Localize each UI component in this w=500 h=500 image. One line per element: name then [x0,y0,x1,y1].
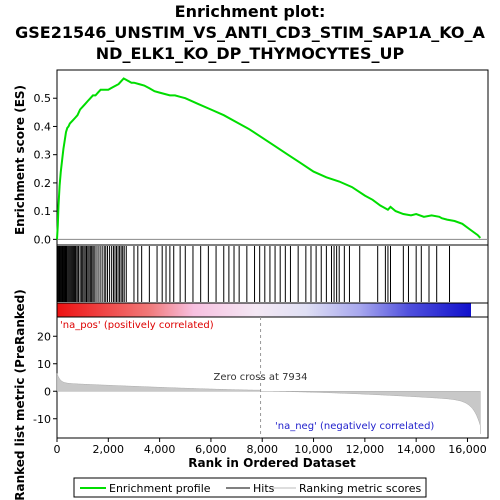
chart-title-line1: Enrichment plot: [175,2,326,21]
metric-y-tick-label: -10 [33,413,51,426]
metric-y-tick-label: 10 [37,358,51,371]
legend-metric-label: Ranking metric scores [299,482,421,495]
es-y-tick-label: 0.1 [34,205,52,218]
rank-color-bar [57,303,471,317]
x-tick-label: 12,000 [346,443,385,456]
metric-y-tick-label: 20 [37,330,51,343]
metric-y-axis-label: Ranked list metric (PreRanked) [13,289,27,500]
x-tick-label: 14,000 [397,443,436,456]
es-y-tick-label: 0.2 [34,177,52,190]
x-ticks: 0 2,000 4,000 6,000 8,000 10,000 12,000 14,000 1… [54,438,487,456]
hits-panel-frame [56,244,489,304]
metric-y-ticks: -10 0 10 20 [33,330,57,426]
es-y-tick-label: 0.3 [34,149,52,162]
x-tick-label: 2,000 [93,443,125,456]
x-tick-label: 4,000 [144,443,176,456]
es-y-axis-label: Enrichment score (ES) [13,85,27,235]
chart-title-line3: ND_ELK1_KO_DP_THYMOCYTES_UP [96,44,405,63]
es-y-ticks: 0.0 0.1 0.2 0.3 0.4 0.5 [34,92,57,246]
x-tick-label: 0 [54,443,61,456]
legend-enrichment-label: Enrichment profile [109,482,211,495]
metric-panel-frame [56,316,489,439]
x-tick-label: 8,000 [246,443,278,456]
es-y-tick-label: 0.4 [34,120,52,133]
metric-y-tick-label: 0 [44,385,51,398]
enrichment-profile-line [56,77,482,240]
legend-hits-label: Hits [253,482,275,495]
x-axis-label: Rank in Ordered Dataset [188,456,356,470]
es-y-tick-label: 0.0 [34,233,52,246]
ranking-metric-area [56,373,481,434]
zero-cross-label: Zero cross at 7934 [214,372,308,383]
hits-marks [57,246,451,302]
es-y-tick-label: 0.5 [34,92,52,105]
x-tick-label: 10,000 [294,443,333,456]
chart-title-line2: GSE21546_UNSTIM_VS_ANTI_CD3_STIM_SAP1A_K… [15,23,485,42]
es-panel-frame [56,69,489,246]
neg-correlated-label: 'na_neg' (negatively correlated) [275,421,434,432]
x-tick-label: 16,000 [448,443,487,456]
x-tick-label: 6,000 [195,443,227,456]
pos-correlated-label: 'na_pos' (positively correlated) [60,320,214,331]
